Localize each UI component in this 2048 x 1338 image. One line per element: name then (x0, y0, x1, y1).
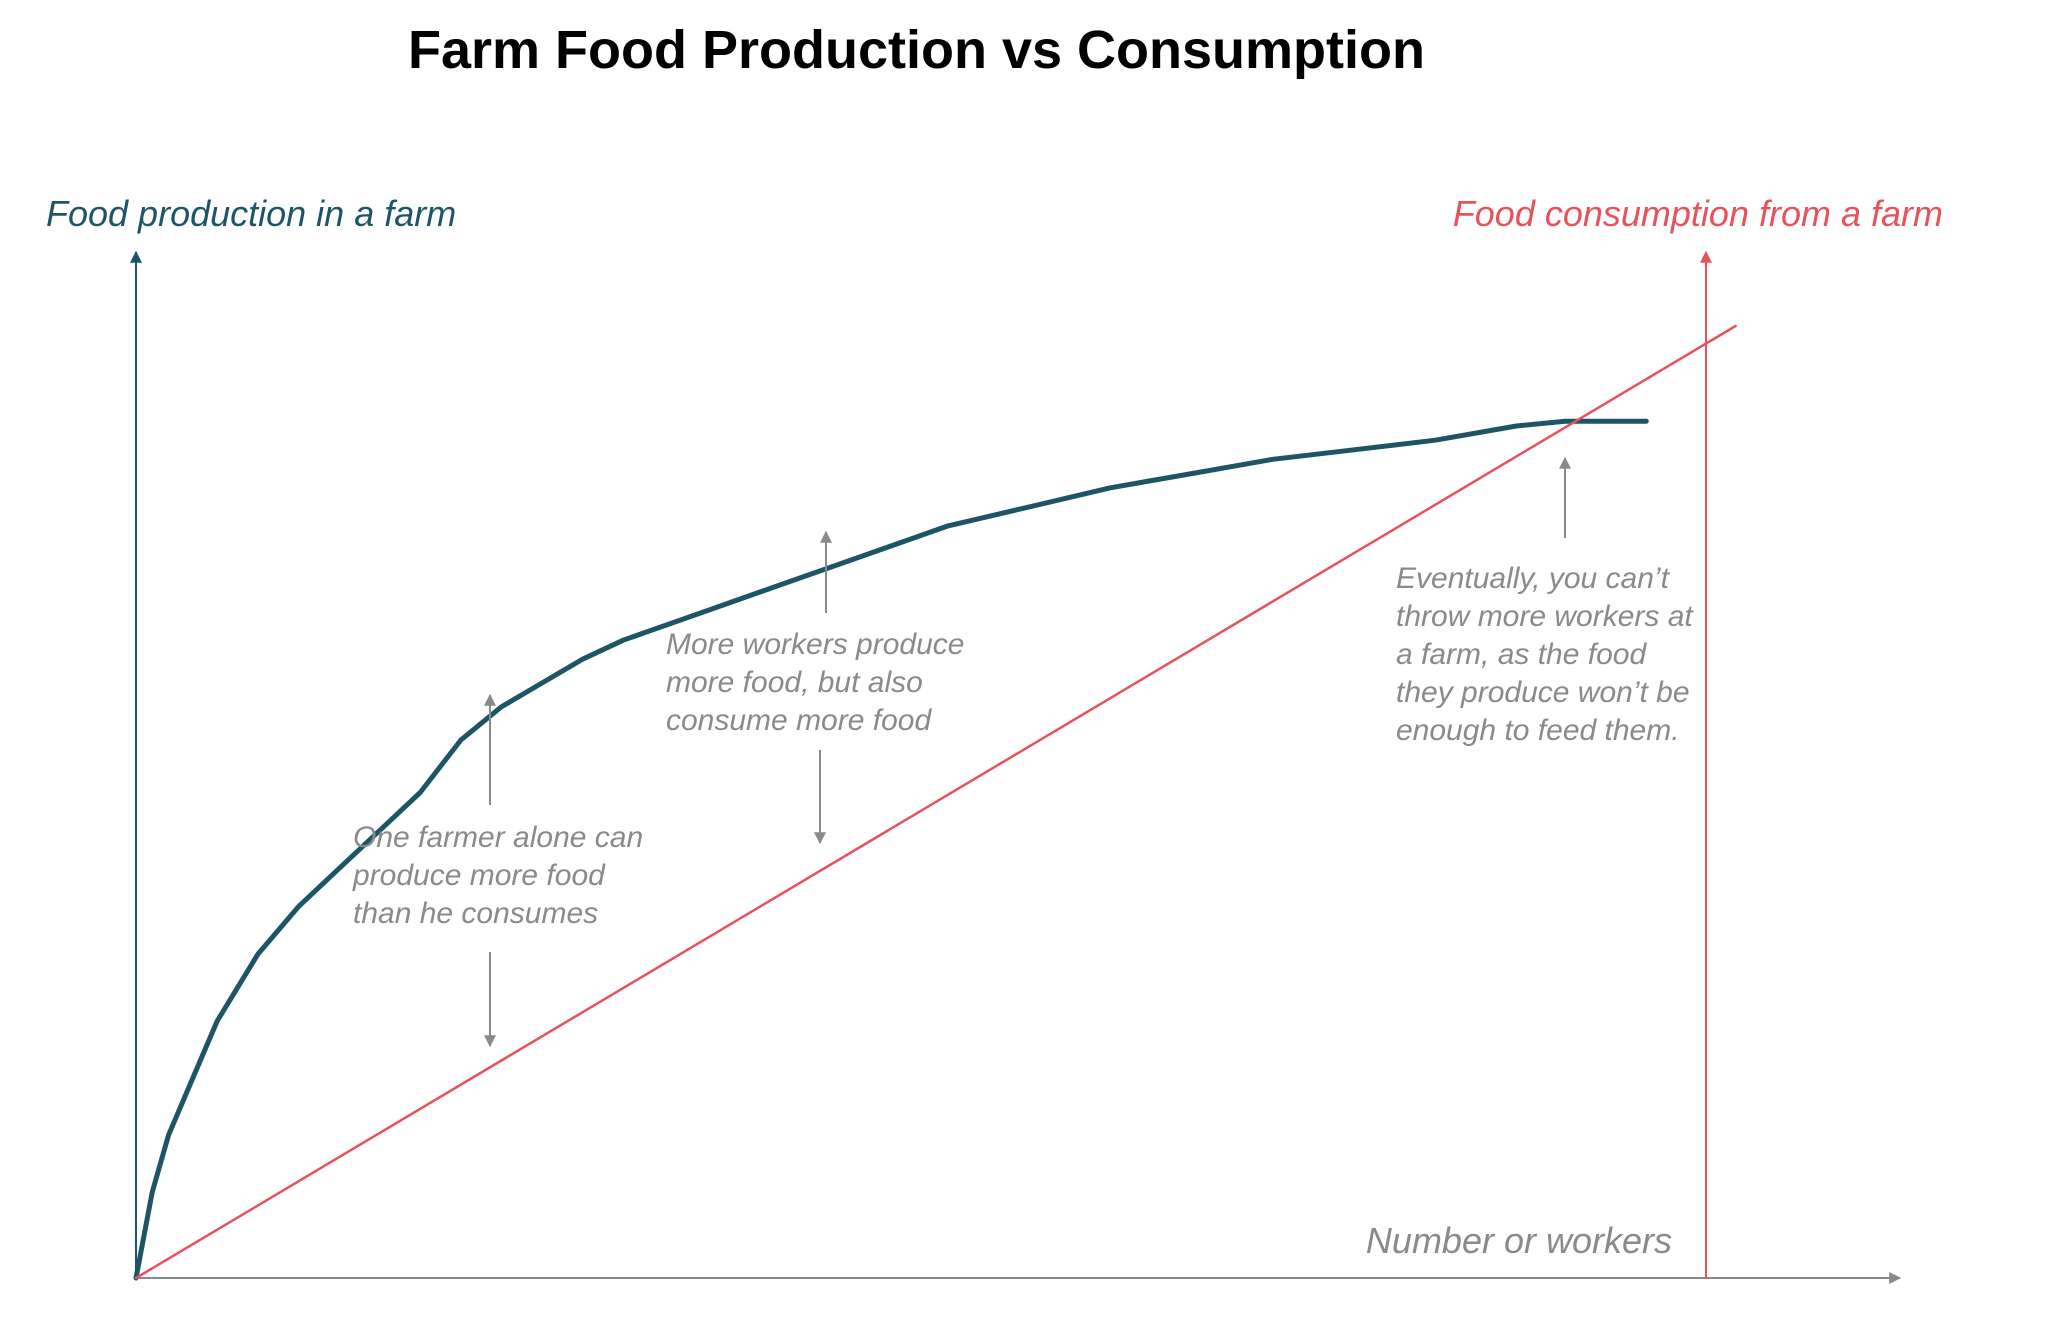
chart-title: Farm Food Production vs Consumption (408, 20, 1425, 80)
series-layer (133, 324, 1737, 1281)
annotation-one-farmer: One farmer alone can produce more food t… (352, 693, 652, 1048)
consumption-line (134, 324, 1737, 1280)
left-axis-label: Food production in a farm (46, 193, 456, 234)
annotation-line: more food, but also (666, 666, 923, 699)
annotation-line: consume more food (666, 704, 932, 737)
annotation-line: they produce won’t be (1396, 676, 1690, 709)
annotation-line: enough to feed them. (1396, 714, 1680, 747)
annotation-line: a farm, as the food (1396, 638, 1647, 671)
annotation-line: One farmer alone can (353, 821, 643, 854)
annotation-eventually: Eventually, you can’t throw more workers… (1396, 456, 1701, 747)
annotation-more-workers: More workers produce more food, but also… (666, 530, 973, 845)
annotation-line: More workers produce (666, 628, 964, 661)
annotation-text-one-farmer: One farmer alone can produce more food t… (352, 821, 652, 930)
annotation-text-eventually: Eventually, you can’t throw more workers… (1396, 562, 1701, 747)
annotation-line: Eventually, you can’t (1396, 562, 1671, 595)
x-axis-label: Number or workers (1366, 1220, 1672, 1261)
right-axis-label: Food consumption from a farm (1453, 193, 1943, 234)
annotation-line: throw more workers at (1396, 600, 1694, 633)
production-line (133, 418, 1649, 1281)
annotation-line: than he consumes (353, 897, 598, 930)
annotation-text-more-workers: More workers produce more food, but also… (666, 628, 973, 737)
annotation-line: produce more food (352, 859, 606, 892)
